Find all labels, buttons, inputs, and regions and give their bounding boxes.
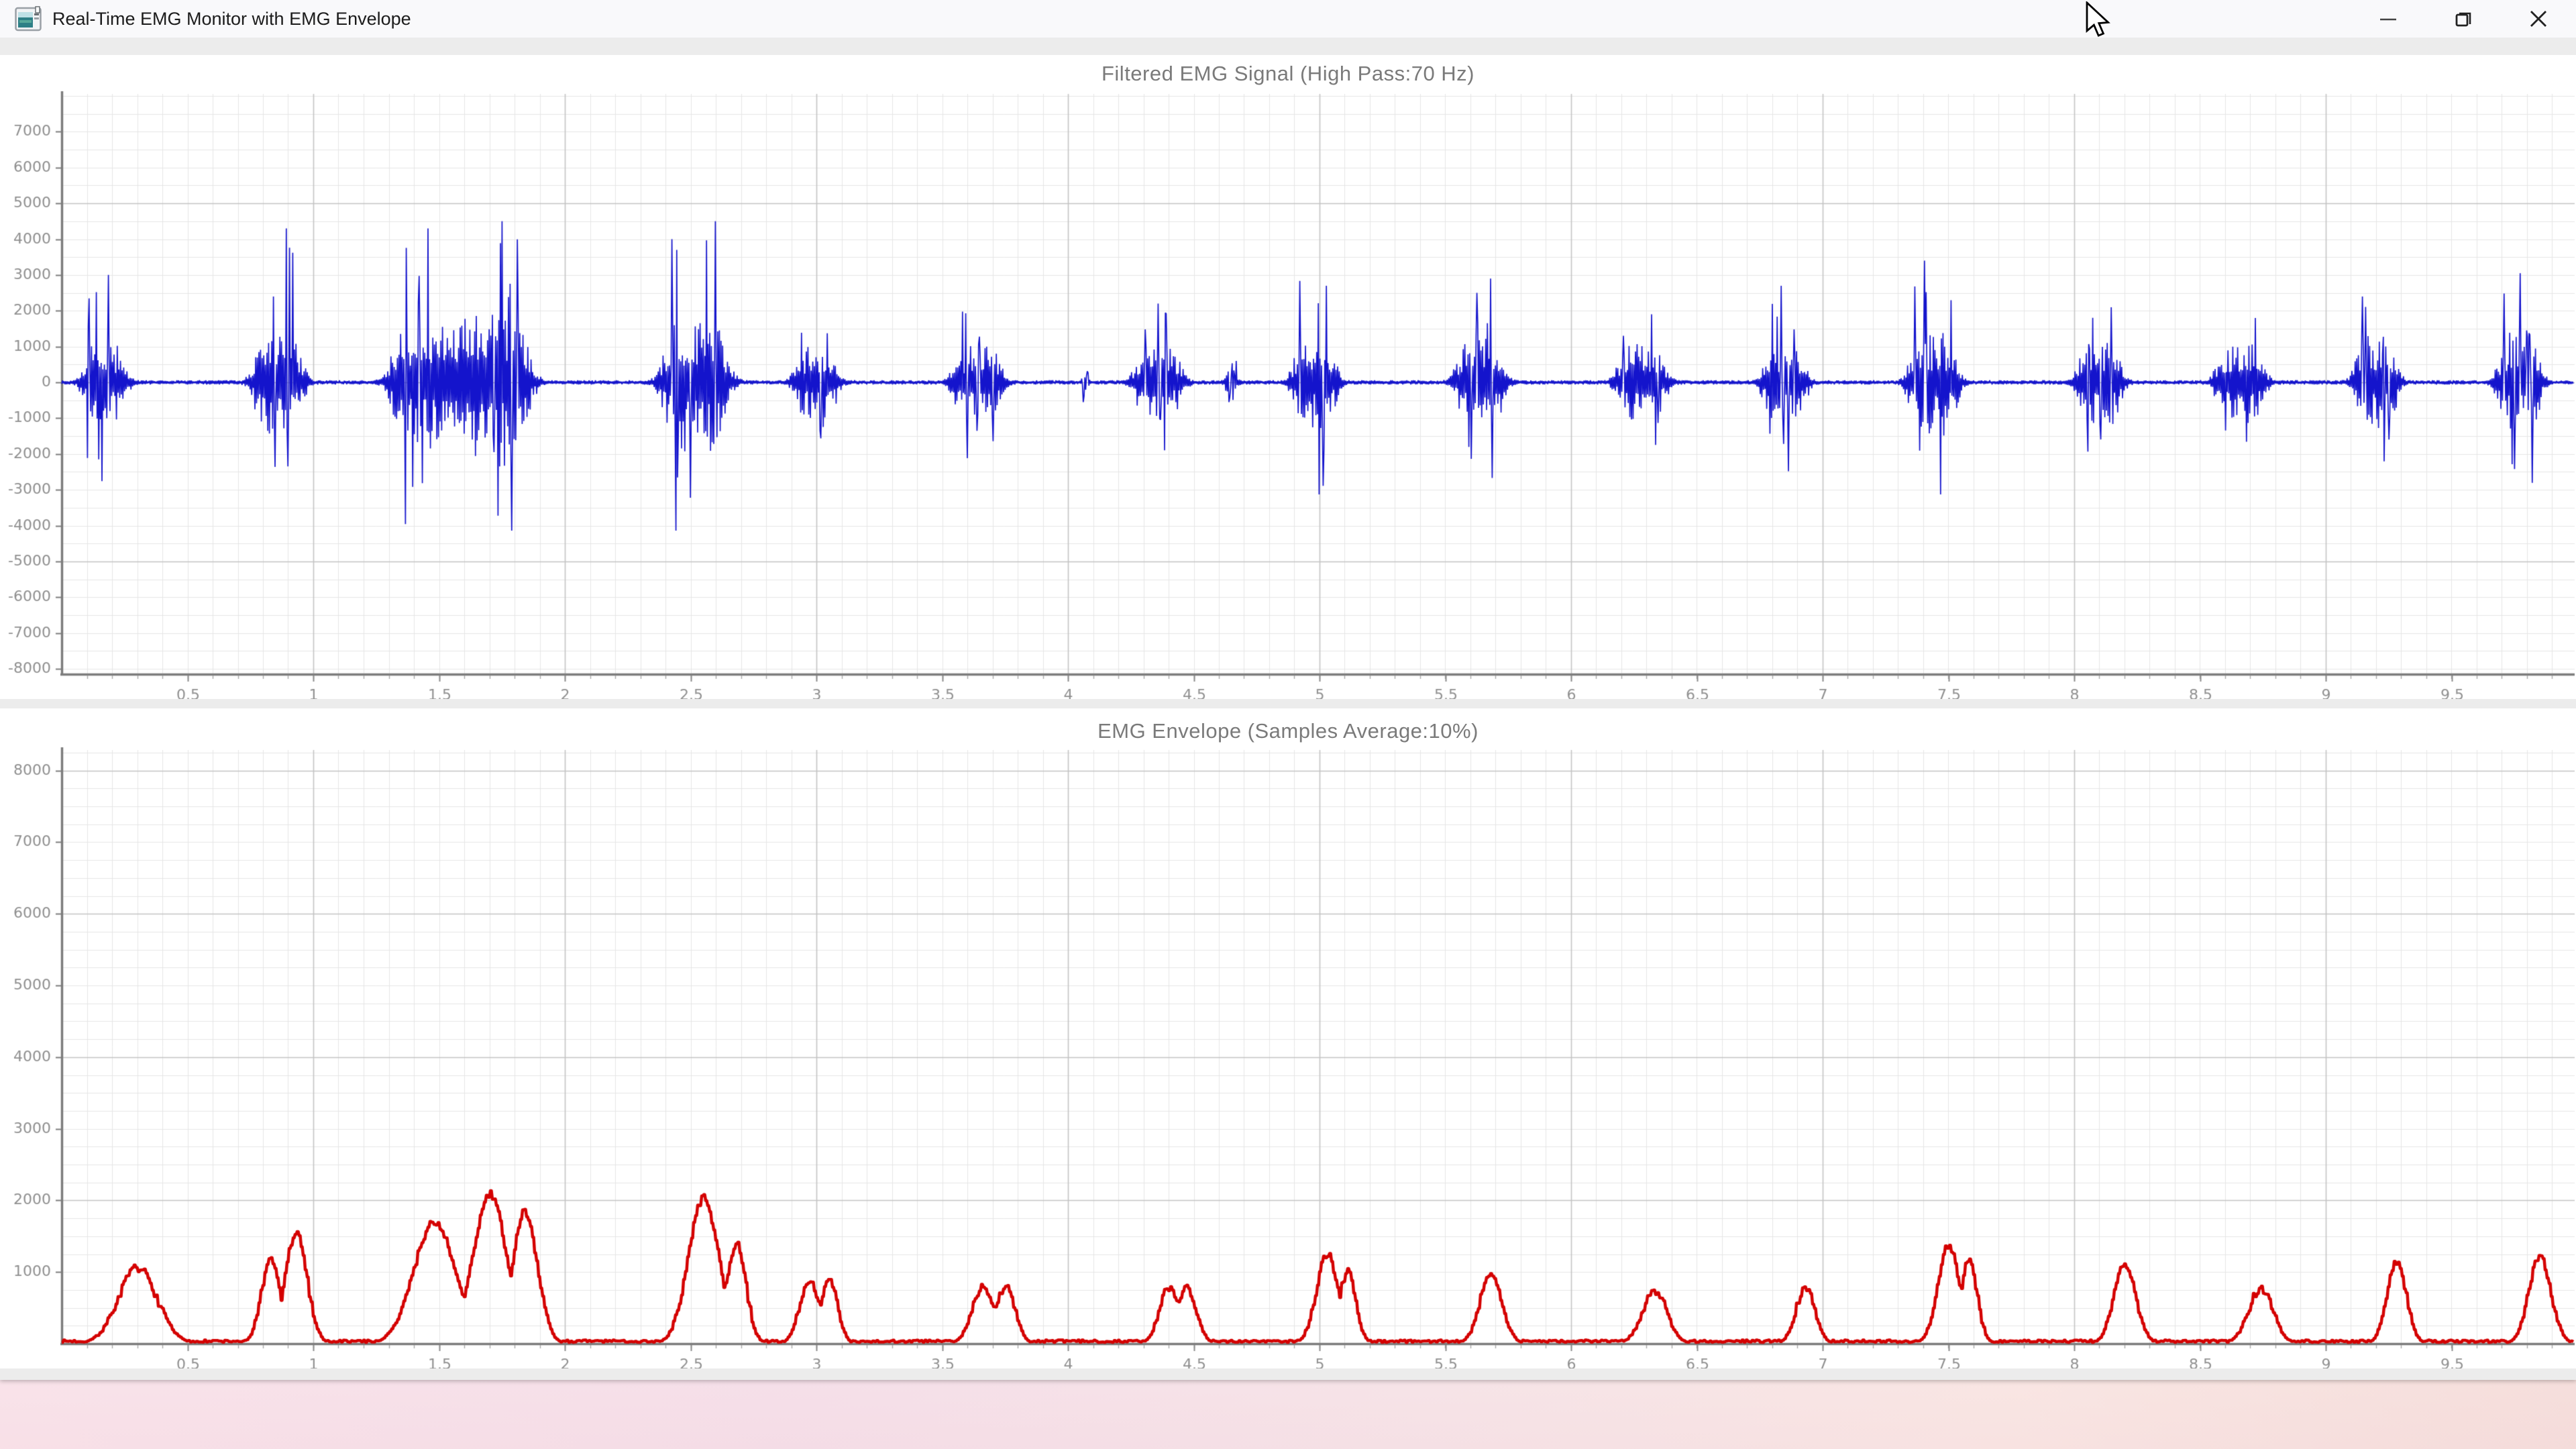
minimize-button[interactable] (2351, 0, 2426, 38)
emg-envelope-chart-title: EMG Envelope (Samples Average:10%) (1097, 719, 1479, 743)
filtered-emg-chart-panel: Filtered EMG Signal (High Pass:70 Hz) (0, 55, 2576, 699)
emg-envelope-chart-panel: EMG Envelope (Samples Average:10%) (0, 708, 2576, 1368)
close-icon (2530, 11, 2546, 27)
maximize-restore-icon (2455, 12, 2471, 27)
title-bar[interactable]: Real-Time EMG Monitor with EMG Envelope (0, 0, 2576, 38)
filtered-emg-chart-title: Filtered EMG Signal (High Pass:70 Hz) (1101, 62, 1475, 85)
window-controls (2351, 0, 2576, 38)
app-window: Real-Time EMG Monitor with EMG Envelope (0, 0, 2576, 1380)
maximize-button[interactable] (2426, 0, 2501, 38)
mouse-cursor (2086, 1, 2110, 37)
close-button[interactable] (2501, 0, 2576, 38)
filtered-emg-chart-canvas (0, 55, 2576, 699)
minimize-icon (2380, 18, 2396, 21)
emg-envelope-chart-canvas (0, 708, 2576, 1368)
app-icon (15, 6, 42, 32)
window-title: Real-Time EMG Monitor with EMG Envelope (52, 8, 411, 29)
